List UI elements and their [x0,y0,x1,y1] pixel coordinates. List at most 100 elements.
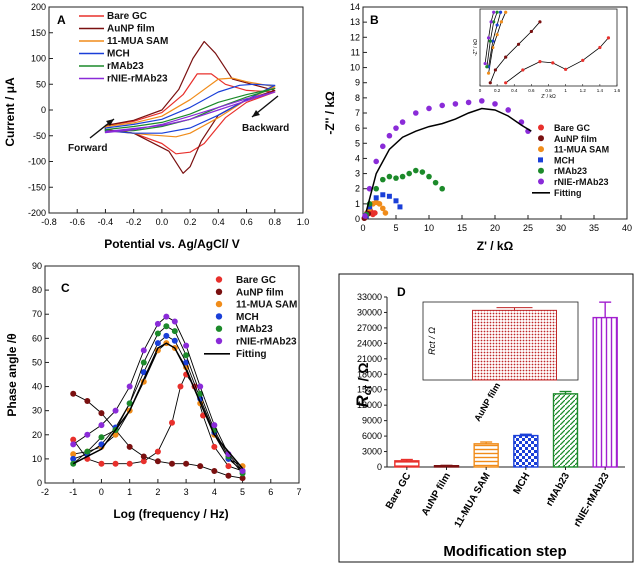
data-point [439,185,446,192]
data-point [413,167,419,174]
x-tick-label: 0.4 [212,217,225,227]
data-point [373,185,380,192]
data-point [406,170,413,177]
data-point [505,107,512,113]
data-point [211,467,218,474]
inset-data-point [492,10,496,14]
x-tick-label: 1.0 [297,217,310,227]
x-tick-label: -0.4 [98,217,114,227]
x-tick-label: -0.8 [41,217,57,227]
data-point [171,318,178,325]
y-tick-label: -50 [33,131,46,141]
data-point [98,410,105,417]
data-point [426,173,432,180]
inset-data-point [529,29,533,34]
data-point [386,193,392,199]
legend-swatch [215,313,223,320]
legend-label: AuNP film [554,134,597,144]
inset-data-point [483,61,487,66]
y-tick-label: 18000 [357,369,382,379]
panel-a-letter: A [57,13,66,27]
legend-label: rMAb23 [554,166,587,176]
data-point [154,448,161,455]
data-point [372,210,378,216]
y-tick-label: 5 [355,138,360,148]
legend-label: rNIE-rMAb23 [107,74,168,85]
data-point [171,337,178,344]
x-tick-label: 5 [393,223,398,233]
legend-label: 11-MUA SAM [107,36,168,47]
inset-fit-line [486,12,498,67]
y-tick-label: 12 [350,32,360,42]
y-tick-label: 6 [355,123,360,133]
inset-data-point [551,61,555,65]
inset-x-tick-label: 0 [479,88,482,93]
data-point [169,419,175,426]
data-point [112,431,119,438]
series-fit-line [72,316,243,472]
x-tick-label: 10 [424,223,434,233]
y-tick-label: 0 [41,105,46,115]
x-tick-label: -2 [41,487,49,497]
legend-label: AuNP film [107,24,155,35]
data-point [399,173,406,180]
data-point [112,407,119,414]
data-point [197,390,204,397]
inset-data-point [495,10,499,14]
data-point [239,475,246,482]
data-point [197,463,204,470]
data-point [419,169,426,175]
data-point [126,443,133,450]
x-tick-label: 15 [457,223,467,233]
series-fit-line [72,373,243,472]
panel-d-ylabel: Rct / Ω [353,363,374,408]
x-tick-label: 40 [622,223,632,233]
data-point [126,400,133,407]
inset-data-point [495,33,499,37]
x-tick-label: 30 [556,223,566,233]
data-point [70,436,77,443]
data-point [376,201,383,207]
legend-label: Fitting [236,349,267,360]
panel-c-ylabel: Phase angle /θ [5,333,19,416]
bar [552,393,579,468]
x-tick-label: 0 [99,487,104,497]
inset-data-point [498,10,503,14]
data-point [183,460,190,467]
backward-arrow-icon [251,95,279,118]
data-point [163,313,170,320]
panel-b-ylabel: -Z'' / kΩ [323,91,337,135]
inset-data-point [538,20,542,24]
fitting-line [365,107,532,212]
inset-data-point [606,36,611,40]
legend-label: rMAb23 [107,61,144,72]
inset-fit-line [484,12,495,64]
y-tick-label: 200 [31,2,46,12]
y-tick-label: 2 [355,184,360,194]
y-tick-label: -100 [28,157,46,167]
legend-label: Bare GC [236,275,276,286]
x-tick-label: 4 [212,487,217,497]
y-tick-label: 33000 [357,292,382,302]
legend-label: rNIE-rMAb23 [236,337,297,348]
legend-label: rMAb23 [236,324,273,335]
data-point [386,132,393,139]
y-tick-label: 27000 [357,323,382,333]
data-point [380,205,386,212]
y-tick-label: 12000 [357,400,382,410]
x-tick-label: 35 [589,223,599,233]
series-line [104,77,276,138]
inset-data-point [516,42,521,46]
panel-d-xlabel: Modification step [443,543,566,560]
legend-swatch [538,167,544,174]
y-tick-label: 7 [355,108,360,118]
x-tick-label: -0.2 [126,217,142,227]
data-point [479,98,485,104]
inset-fit-line [489,21,541,83]
y-tick-label: 0 [377,462,382,472]
legend-label: AuNP film [236,287,284,298]
data-point [452,101,459,107]
legend-swatch [538,124,544,131]
bar [473,443,499,468]
